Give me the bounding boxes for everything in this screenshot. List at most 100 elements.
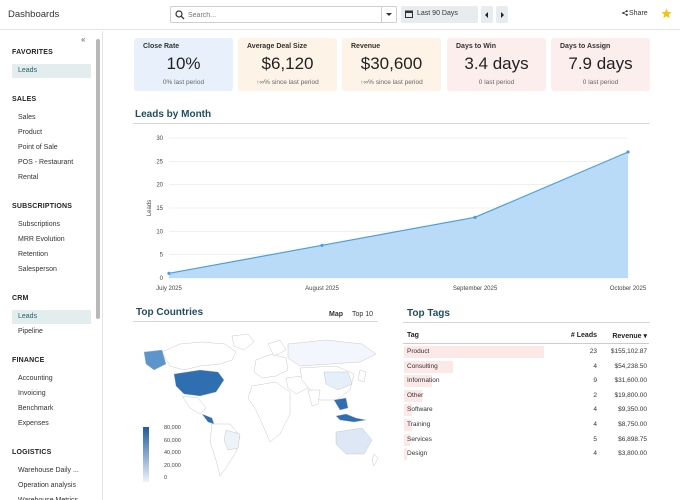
table-row[interactable]: Software 4 $9,350.00	[403, 403, 649, 417]
divider	[403, 322, 650, 323]
favorite-star-icon[interactable]	[661, 8, 672, 19]
top-countries-title: Top Countries	[136, 307, 204, 318]
table-row[interactable]: Information 9 $31,600.00	[403, 374, 649, 388]
kpi-value: 3.4 days	[464, 54, 529, 73]
y-tick-label: 30	[156, 136, 163, 142]
column-header-revenue[interactable]: Revenue ▾	[612, 333, 647, 340]
sidebar-section-title: SUBSCRIPTIONS	[12, 203, 73, 210]
search-input[interactable]	[188, 9, 378, 21]
sidebar-section-title: LOGISTICS	[12, 449, 52, 456]
sidebar-item[interactable]: POS - Restaurant	[18, 159, 74, 166]
sidebar-item[interactable]: Subscriptions	[18, 221, 61, 228]
tag-lead-count: 23	[589, 348, 597, 355]
table-row[interactable]: Services 5 $6,898.75	[403, 433, 649, 447]
share-label: Share	[629, 10, 648, 17]
leads-area	[169, 152, 628, 278]
map-brazil	[223, 429, 241, 451]
app-title: Dashboards	[8, 9, 60, 20]
kpi-comparison: 0 last period	[551, 79, 650, 86]
sidebar-item[interactable]: Leads	[12, 64, 91, 78]
column-header-leads[interactable]: # Leads	[570, 332, 597, 339]
sidebar-item[interactable]: Salesperson	[18, 266, 57, 273]
kpi-card[interactable]: Days to Assign 7.9 days 0 last period	[551, 38, 650, 91]
sidebar-item[interactable]: Point of Sale	[18, 144, 58, 151]
tag-revenue: $3,800.00	[618, 450, 647, 458]
tag-lead-count: 4	[593, 406, 597, 414]
y-tick-label: 0	[160, 276, 164, 282]
share-icon	[622, 10, 628, 16]
map-legend-tick: 0	[164, 475, 168, 481]
kpi-card[interactable]: Average Deal Size $6,120 ↑∞% since last pe…	[238, 38, 337, 91]
leads-by-month-chart: 0 5 10 15 20 25 30 July 2025 August 2025 Septembe…	[147, 136, 647, 292]
sidebar-item[interactable]: Leads	[12, 310, 91, 324]
search-options-toggle[interactable]	[381, 7, 396, 22]
tag-share-bar	[404, 404, 413, 417]
sidebar-item[interactable]: Accounting	[18, 375, 53, 382]
divider	[133, 123, 650, 124]
tag-name: Training	[407, 421, 431, 428]
map-southeast-asia	[333, 397, 349, 411]
tag-lead-count: 9	[593, 377, 597, 385]
sidebar-item[interactable]: Sales	[18, 114, 36, 121]
countries-tabs: Map Top 10	[320, 311, 373, 318]
kpi-comparison-text: 0 last period	[582, 79, 619, 86]
collapse-sidebar-icon[interactable]: «	[81, 35, 86, 44]
map-usa	[173, 369, 225, 397]
search-box[interactable]	[170, 6, 397, 23]
trend-up-icon: ↑	[360, 79, 364, 86]
sidebar-scrollbar[interactable]	[96, 39, 100, 319]
tag-revenue: $155,102.87	[610, 348, 647, 355]
data-point	[167, 271, 171, 275]
date-filter-button[interactable]: Last 90 Days	[401, 6, 478, 23]
y-tick-label: 5	[160, 253, 164, 259]
tag-revenue: $19,800.00	[614, 391, 647, 399]
sidebar-item[interactable]: MRR Evolution	[18, 236, 65, 243]
map-japan	[357, 369, 367, 383]
table-row[interactable]: Product 23 $155,102.87	[403, 345, 649, 359]
sidebar-item[interactable]: Product	[18, 129, 43, 136]
y-tick-label: 20	[156, 183, 163, 189]
map-south-america	[209, 423, 241, 477]
table-row[interactable]: Design 4 $3,800.00	[403, 447, 649, 461]
tag-share-bar	[404, 346, 544, 358]
table-row[interactable]: Training 4 $8,750.00	[403, 418, 649, 432]
world-map[interactable]	[140, 330, 380, 480]
tag-name: Consulting	[407, 362, 438, 370]
sidebar-item[interactable]: Rental	[18, 174, 39, 181]
y-axis-label: Leads	[147, 200, 153, 216]
tab-top-10[interactable]: Top 10	[352, 311, 374, 318]
sidebar-item[interactable]: Expenses	[18, 420, 49, 427]
sidebar-item[interactable]: Pipeline	[18, 328, 43, 335]
kpi-value: 7.9 days	[568, 54, 633, 73]
share-button[interactable]: Share	[622, 10, 648, 17]
kpi-card[interactable]: Revenue $30,600 ↑∞% since last period	[342, 38, 441, 91]
previous-period-button[interactable]	[481, 6, 493, 23]
tag-revenue: $31,600.00	[614, 377, 647, 385]
map-indonesia	[335, 413, 367, 423]
sidebar-item[interactable]: Invoicing	[18, 390, 46, 397]
tag-share-bar	[404, 433, 410, 446]
map-central-america	[201, 413, 215, 425]
sidebar-item[interactable]: Warehouse Metrics	[12, 494, 91, 500]
tag-revenue: $54,238.50	[614, 362, 647, 370]
sidebar-item[interactable]: Warehouse Daily ...	[18, 467, 79, 474]
tag-share-bar	[404, 419, 413, 431]
kpi-card[interactable]: Close Rate 10% 0% last period	[134, 38, 233, 91]
table-row[interactable]: Other 2 $19,800.00	[403, 389, 649, 403]
tag-share-bar	[404, 360, 453, 373]
map-india	[307, 389, 321, 407]
table-row[interactable]: Consulting 4 $54,238.50	[403, 360, 649, 374]
map-mexico	[181, 395, 207, 415]
kpi-comparison: ↑∞% since last period	[238, 79, 337, 86]
sidebar-item[interactable]: Operation analysis	[18, 482, 76, 489]
date-filter-label: Last 90 Days	[417, 10, 458, 17]
sidebar-item[interactable]: Retention	[18, 251, 48, 258]
next-period-button[interactable]	[496, 6, 508, 23]
tag-revenue: $8,750.00	[618, 421, 647, 428]
tab-map[interactable]: Map	[329, 311, 343, 318]
sidebar-item[interactable]: Benchmark	[18, 405, 54, 412]
kpi-card[interactable]: Days to Win 3.4 days 0 last period	[447, 38, 546, 91]
column-header-tag[interactable]: Tag	[407, 332, 419, 339]
x-tick-label: August 2025	[305, 286, 339, 292]
kpi-comparison-text: ∞% since last period	[259, 79, 319, 86]
